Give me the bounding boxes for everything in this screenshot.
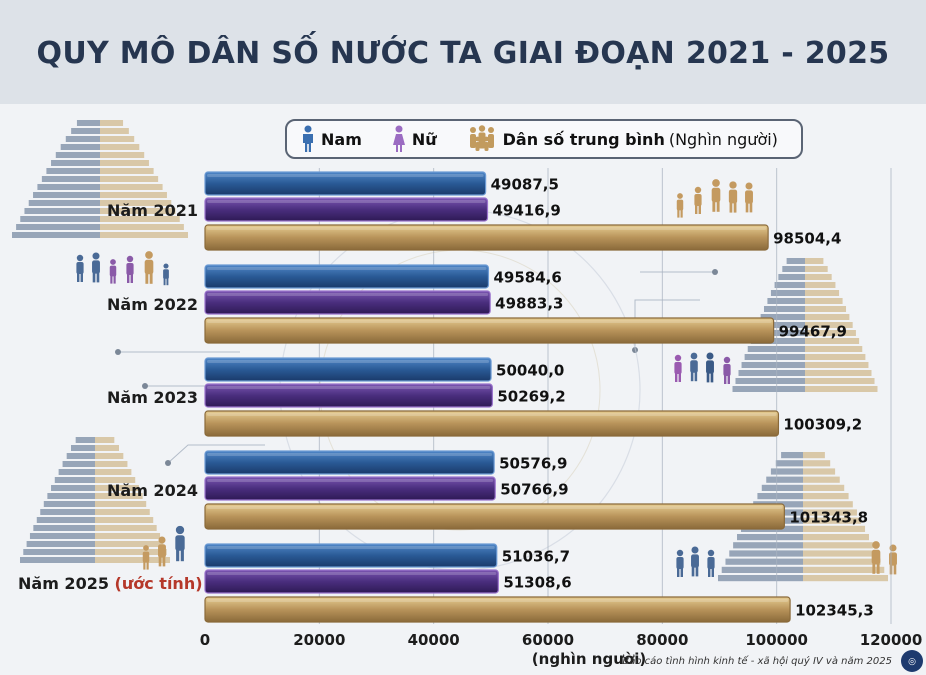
x-tick-label-40000: 40000	[408, 631, 460, 649]
value-label-male-2: 50040,0	[496, 362, 564, 380]
legend-label-male: Nam	[321, 129, 362, 149]
people-icon-2025-person-2	[707, 549, 715, 577]
value-label-female-0: 49416,9	[492, 202, 560, 220]
header-band	[0, 0, 926, 104]
family-icon-2021-person-2	[711, 179, 721, 212]
value-label-average-1: 99467,9	[779, 323, 847, 341]
x-tick-label-0: 0	[200, 631, 210, 649]
value-label-female-3: 50766,9	[500, 481, 568, 499]
x-axis-label: (nghìn người)	[532, 650, 646, 668]
elderly-icon-2023-person-3	[723, 356, 731, 384]
family-icon-2022-person-3	[126, 255, 134, 283]
bar-average-2	[204, 410, 780, 437]
x-tick-labels: 0 20000 40000 60000 80000 100000 120000	[200, 631, 923, 649]
female-person-icon	[392, 125, 405, 152]
elderly-icon-2023	[674, 352, 731, 384]
x-tick-label-120000: 120000	[860, 631, 923, 649]
family-icon-2025-person-2	[175, 525, 185, 562]
value-label-male-4: 51036,7	[502, 548, 570, 566]
family-icon-2022-person-0	[76, 254, 84, 282]
value-label-female-1: 49883,3	[495, 295, 563, 313]
people-icon-2025-person-1	[691, 546, 699, 577]
bar-male-2	[204, 357, 492, 382]
x-tick-label-60000: 60000	[522, 631, 574, 649]
family-icon-2022-person-4	[144, 251, 154, 284]
x-tick-label-20000: 20000	[293, 631, 345, 649]
people-icon-2025-person-3	[871, 541, 881, 574]
legend-item-male: Nam	[301, 125, 362, 153]
family-icon-2021	[676, 179, 753, 218]
legend-unit: (Nghìn người)	[668, 129, 778, 149]
family-icon-2022-person-2	[109, 259, 117, 284]
category-label-2024: Năm 2024	[107, 481, 198, 500]
gso-logo-icon: ◎	[901, 650, 923, 672]
bar-male-1	[204, 264, 490, 289]
bar-female-0	[204, 197, 489, 222]
bar-male-0	[204, 171, 487, 196]
category-label-2023: Năm 2023	[107, 388, 198, 407]
family-icon-2022	[76, 251, 169, 286]
legend-label-average: Dân số trung bình	[502, 129, 665, 149]
category-label-2025: Năm 2025 (ước tính)	[18, 574, 203, 593]
value-label-average-2: 100309,2	[783, 416, 862, 434]
chart-title: QUY MÔ DÂN SỐ NƯỚC TA GIAI ĐOẠN 2021 - 2…	[36, 36, 890, 71]
category-label-2021: Năm 2021	[107, 201, 198, 220]
people-icon-2025-person-0	[676, 549, 684, 577]
bar-female-4	[204, 569, 499, 594]
x-tick-label-100000: 100000	[745, 631, 808, 649]
bar-male-4	[204, 543, 498, 568]
family-icon-2025-person-1	[158, 536, 166, 567]
people-icon-2025-person-4	[889, 544, 897, 575]
bars-layer	[204, 171, 791, 623]
family-icon-2022-person-1	[92, 252, 100, 283]
family-icon-2021-person-1	[694, 186, 702, 214]
bar-average-1	[204, 317, 775, 344]
value-label-male-3: 50576,9	[499, 455, 567, 473]
value-labels: 49087,5 49584,6 50040,0 50576,9 51036,7 49416…	[491, 176, 874, 620]
bar-female-1	[204, 290, 491, 315]
bar-average-3	[204, 503, 785, 530]
bar-average-4	[204, 596, 791, 623]
category-label-2022: Năm 2022	[107, 295, 198, 314]
family-group-icon	[469, 125, 494, 151]
family-icon-2021-person-3	[728, 181, 738, 213]
estimate-note: (ước tính)	[114, 574, 203, 593]
value-label-female-2: 50269,2	[497, 388, 565, 406]
value-label-male-1: 49584,6	[493, 269, 561, 287]
family-icon-2022-person-5	[163, 263, 169, 286]
bar-average-0	[204, 224, 769, 251]
legend-label-female: Nữ	[411, 129, 437, 149]
bar-male-3	[204, 450, 495, 475]
value-label-male-0: 49087,5	[491, 176, 559, 194]
legend-item-average: Dân số trung bình (Nghìn người)	[467, 125, 778, 153]
male-person-icon	[303, 125, 313, 152]
pyramid-left-top-icon	[12, 120, 188, 238]
people-icon-2025	[676, 541, 897, 577]
family-icon-2021-person-4	[745, 182, 753, 213]
family-icon-2025-person-0	[142, 545, 150, 570]
value-label-average-4: 102345,3	[795, 602, 874, 620]
x-tick-label-80000: 80000	[636, 631, 688, 649]
family-icon-2025	[142, 525, 185, 570]
bar-female-3	[204, 476, 496, 501]
value-label-average-0: 98504,4	[773, 230, 841, 248]
source-note: Báo cáo tình hình kinh tế - xã hội quý I…	[622, 656, 892, 667]
decoration-layer	[12, 120, 897, 582]
elderly-icon-2023-person-2	[706, 352, 714, 383]
family-icon-2021-person-0	[676, 193, 684, 218]
legend-item-female: Nữ	[392, 125, 437, 153]
value-label-female-4: 51308,6	[503, 574, 571, 592]
elderly-icon-2023-person-1	[690, 352, 698, 382]
value-label-average-3: 101343,8	[789, 509, 868, 527]
pyramid-left-bottom-icon	[20, 437, 170, 563]
bar-female-2	[204, 383, 493, 408]
elderly-icon-2023-person-0	[674, 354, 682, 382]
legend: Nam Nữ Dân số trung bình (Nghìn người)	[285, 119, 803, 159]
